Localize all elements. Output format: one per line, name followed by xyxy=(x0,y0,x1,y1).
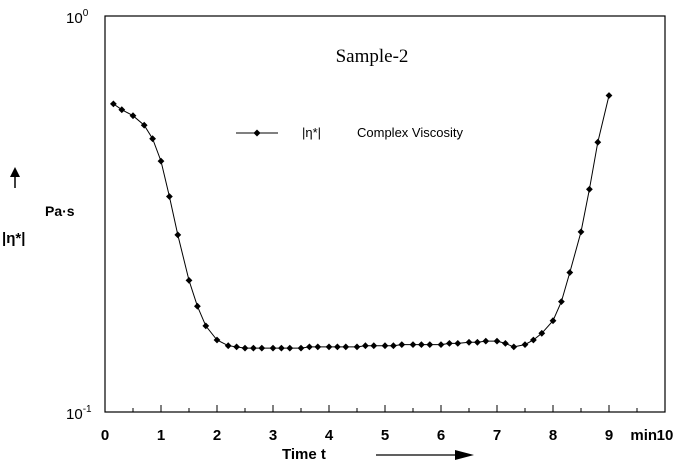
data-point xyxy=(521,341,529,348)
data-point xyxy=(325,343,333,351)
data-point xyxy=(577,228,585,236)
y-axis-label: |η*| xyxy=(2,230,25,247)
plot-frame xyxy=(104,15,666,413)
x-tick-label-6: 6 xyxy=(437,427,445,444)
data-point xyxy=(390,342,397,350)
data-point xyxy=(286,344,294,352)
data-point xyxy=(213,336,221,344)
x-axis-arrow-icon xyxy=(455,450,474,460)
data-point xyxy=(409,341,417,348)
y-tick-bottom-exp: -1 xyxy=(83,404,92,415)
y-tick-label-bottom: 10-1 xyxy=(66,404,92,423)
x-tick-label-2: 2 xyxy=(213,427,221,444)
data-point xyxy=(258,344,266,352)
data-point xyxy=(118,106,126,114)
data-point xyxy=(342,343,350,351)
y-axis-unit: Pa·s xyxy=(45,203,75,219)
x-tick-labels: 0 1 2 3 4 5 6 7 8 9 min 10 xyxy=(101,427,674,444)
data-point xyxy=(566,269,574,276)
data-point xyxy=(353,343,361,351)
y-axis-label-group: |η*| Pa·s xyxy=(2,167,75,247)
data-point xyxy=(437,341,445,348)
data-point xyxy=(398,341,406,348)
data-point xyxy=(269,344,277,352)
data-point xyxy=(174,231,182,239)
data-point xyxy=(493,337,501,345)
x-tick-label-4: 4 xyxy=(325,427,334,444)
x-tick-label-3: 3 xyxy=(269,427,277,444)
data-point xyxy=(224,342,232,350)
data-point xyxy=(465,338,473,346)
data-point xyxy=(149,135,156,143)
series-layer xyxy=(110,92,613,352)
x-tick-label-0: 0 xyxy=(101,427,109,444)
x-tick-label-7: 7 xyxy=(493,427,501,444)
data-point xyxy=(306,343,313,351)
data-point xyxy=(140,121,148,129)
data-point xyxy=(110,100,117,108)
y-tick-bottom-base: 10 xyxy=(66,406,83,423)
svg-text:10-1: 10-1 xyxy=(66,404,92,423)
x-tick-label-1: 1 xyxy=(157,427,165,444)
data-point xyxy=(157,157,165,165)
data-point xyxy=(297,344,305,352)
data-point xyxy=(510,343,518,351)
data-point xyxy=(538,329,546,337)
data-point xyxy=(241,344,249,352)
data-point xyxy=(233,343,240,351)
x-ticks xyxy=(104,405,666,412)
data-point xyxy=(185,277,193,284)
y-tick-top-base: 10 xyxy=(66,10,83,27)
data-point xyxy=(250,344,257,352)
data-point xyxy=(418,341,425,348)
data-point xyxy=(166,193,173,200)
x-tick-label-10: 10 xyxy=(657,427,674,444)
x-axis-label-group: Time t xyxy=(282,446,474,462)
legend-symbol: |η*| xyxy=(302,125,321,140)
data-point xyxy=(454,340,462,347)
data-point xyxy=(381,342,389,350)
data-point xyxy=(586,185,593,193)
data-point xyxy=(334,343,341,351)
data-point xyxy=(605,92,613,99)
legend-label: Complex Viscosity xyxy=(357,125,463,140)
data-point xyxy=(474,338,481,346)
y-tick-top-exp: 0 xyxy=(83,8,89,19)
x-tick-label-5: 5 xyxy=(381,427,389,444)
chart-title: Sample-2 xyxy=(336,46,409,67)
x-tick-label-9: 9 xyxy=(605,427,613,444)
data-point xyxy=(194,302,201,310)
data-point xyxy=(278,344,285,352)
data-point xyxy=(370,342,378,350)
y-tick-label-top: 100 xyxy=(66,8,89,27)
data-point xyxy=(202,322,210,330)
data-point xyxy=(594,138,602,146)
data-point xyxy=(446,340,453,347)
data-point xyxy=(129,112,137,120)
data-point xyxy=(362,342,369,350)
x-axis-label: Time t xyxy=(282,446,326,462)
legend: |η*| Complex Viscosity xyxy=(236,125,463,140)
data-point xyxy=(482,337,490,345)
data-point xyxy=(558,298,565,305)
legend-marker xyxy=(253,129,261,137)
svg-text:100: 100 xyxy=(66,8,89,27)
x-tick-label-8: 8 xyxy=(549,427,557,444)
data-point xyxy=(502,340,509,347)
data-point xyxy=(314,343,322,351)
x-tick-label-min: min xyxy=(630,427,657,444)
data-point xyxy=(426,341,434,348)
y-axis-arrow-icon xyxy=(10,167,20,177)
